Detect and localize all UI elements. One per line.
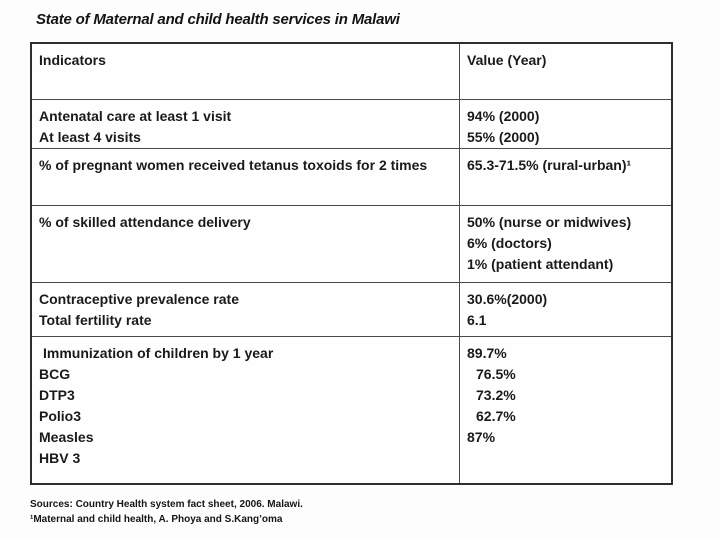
indicator-line: DTP3 [39, 387, 75, 403]
value-line: 65.3-71.5% (rural-urban)¹ [467, 157, 632, 173]
value-line: 87% [467, 429, 496, 445]
value-cell: 94% (2000) 55% (2000) [460, 100, 671, 148]
indicator-cell: Contraceptive prevalence rate Total fert… [32, 283, 460, 336]
value-line: 76.5% [476, 366, 516, 382]
value-line: 6.1 [467, 312, 487, 328]
column-header-indicators: Indicators [32, 44, 460, 99]
indicator-line: % of skilled attendance delivery [39, 214, 251, 230]
indicator-line: Measles [39, 429, 94, 445]
indicator-line: HBV 3 [39, 450, 81, 466]
value-line: 50% (nurse or midwives) [467, 214, 632, 230]
indicator-line: Contraceptive prevalence rate [39, 291, 239, 307]
indicator-cell: % of pregnant women received tetanus tox… [32, 149, 460, 205]
table-header-row: Indicators Value (Year) [32, 44, 671, 100]
indicator-line: Polio3 [39, 408, 82, 424]
indicator-line: BCG [39, 366, 71, 382]
table-row-contraceptive-fertility: Contraceptive prevalence rate Total fert… [32, 283, 671, 337]
value-cell: 50% (nurse or midwives) 6% (doctors) 1% … [460, 206, 671, 282]
table-row-skilled-attendance: % of skilled attendance delivery 50% (nu… [32, 206, 671, 283]
value-line: 55% (2000) [467, 129, 540, 145]
table-row-immunization: Immunization of children by 1 year BCG D… [32, 337, 671, 483]
value-line: 73.2% [476, 387, 516, 403]
value-line: 62.7% [476, 408, 516, 424]
value-cell: 30.6%(2000) 6.1 [460, 283, 671, 336]
column-header-value: Value (Year) [467, 52, 547, 68]
indicator-line: At least 4 visits [39, 129, 141, 145]
table-row-antenatal-care: Antenatal care at least 1 visit At least… [32, 100, 671, 149]
indicator-cell: Antenatal care at least 1 visit At least… [32, 100, 460, 148]
indicator-cell: Immunization of children by 1 year BCG D… [32, 337, 460, 483]
page-title: State of Maternal and child health servi… [36, 11, 400, 28]
value-line: 30.6%(2000) [467, 291, 548, 307]
indicator-cell: % of skilled attendance delivery [32, 206, 460, 282]
indicator-line: % of pregnant women received tetanus tox… [39, 157, 428, 173]
value-line: 6% (doctors) [467, 235, 552, 251]
value-cell: 65.3-71.5% (rural-urban)¹ [460, 149, 671, 205]
source-note: Sources: Country Health system fact shee… [30, 499, 303, 510]
value-line: 89.7% [467, 345, 507, 361]
indicator-line: Antenatal care at least 1 visit [39, 108, 232, 124]
value-line: 94% (2000) [467, 108, 540, 124]
indicator-line: Immunization of children by 1 year [43, 345, 274, 361]
indicators-table: Indicators Value (Year) Antenatal care a… [30, 42, 673, 485]
table-row-tetanus-toxoids: % of pregnant women received tetanus tox… [32, 149, 671, 206]
value-cell: 89.7% 76.5% 73.2% 62.7% 87% [460, 337, 671, 483]
value-line: 1% (patient attendant) [467, 256, 614, 272]
indicator-line: Total fertility rate [39, 312, 152, 328]
footnote: ¹Maternal and child health, A. Phoya and… [30, 514, 283, 525]
footer: Sources: Country Health system fact shee… [30, 497, 303, 527]
